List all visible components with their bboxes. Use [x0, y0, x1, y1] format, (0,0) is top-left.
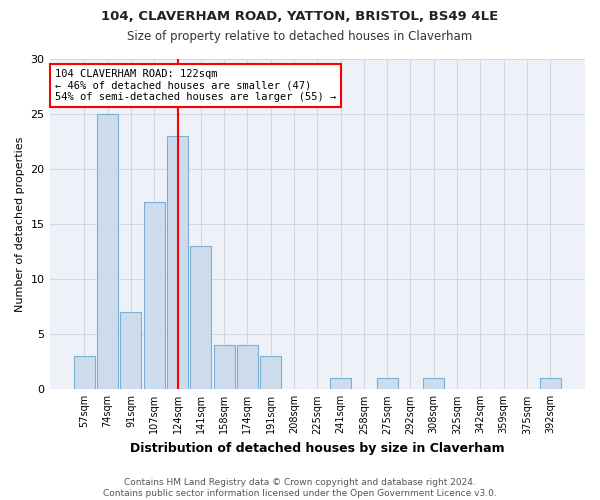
- Bar: [423, 378, 444, 390]
- X-axis label: Distribution of detached houses by size in Claverham: Distribution of detached houses by size …: [130, 442, 505, 455]
- Bar: [377, 378, 398, 390]
- Bar: [260, 356, 281, 390]
- Bar: [190, 246, 211, 390]
- Bar: [237, 346, 258, 390]
- Text: Contains HM Land Registry data © Crown copyright and database right 2024.
Contai: Contains HM Land Registry data © Crown c…: [103, 478, 497, 498]
- Bar: [97, 114, 118, 390]
- Y-axis label: Number of detached properties: Number of detached properties: [15, 136, 25, 312]
- Bar: [167, 136, 188, 390]
- Bar: [144, 202, 165, 390]
- Text: 104 CLAVERHAM ROAD: 122sqm
← 46% of detached houses are smaller (47)
54% of semi: 104 CLAVERHAM ROAD: 122sqm ← 46% of deta…: [55, 69, 336, 102]
- Text: 104, CLAVERHAM ROAD, YATTON, BRISTOL, BS49 4LE: 104, CLAVERHAM ROAD, YATTON, BRISTOL, BS…: [101, 10, 499, 23]
- Bar: [121, 312, 142, 390]
- Bar: [214, 346, 235, 390]
- Bar: [539, 378, 560, 390]
- Bar: [330, 378, 351, 390]
- Text: Size of property relative to detached houses in Claverham: Size of property relative to detached ho…: [127, 30, 473, 43]
- Bar: [74, 356, 95, 390]
